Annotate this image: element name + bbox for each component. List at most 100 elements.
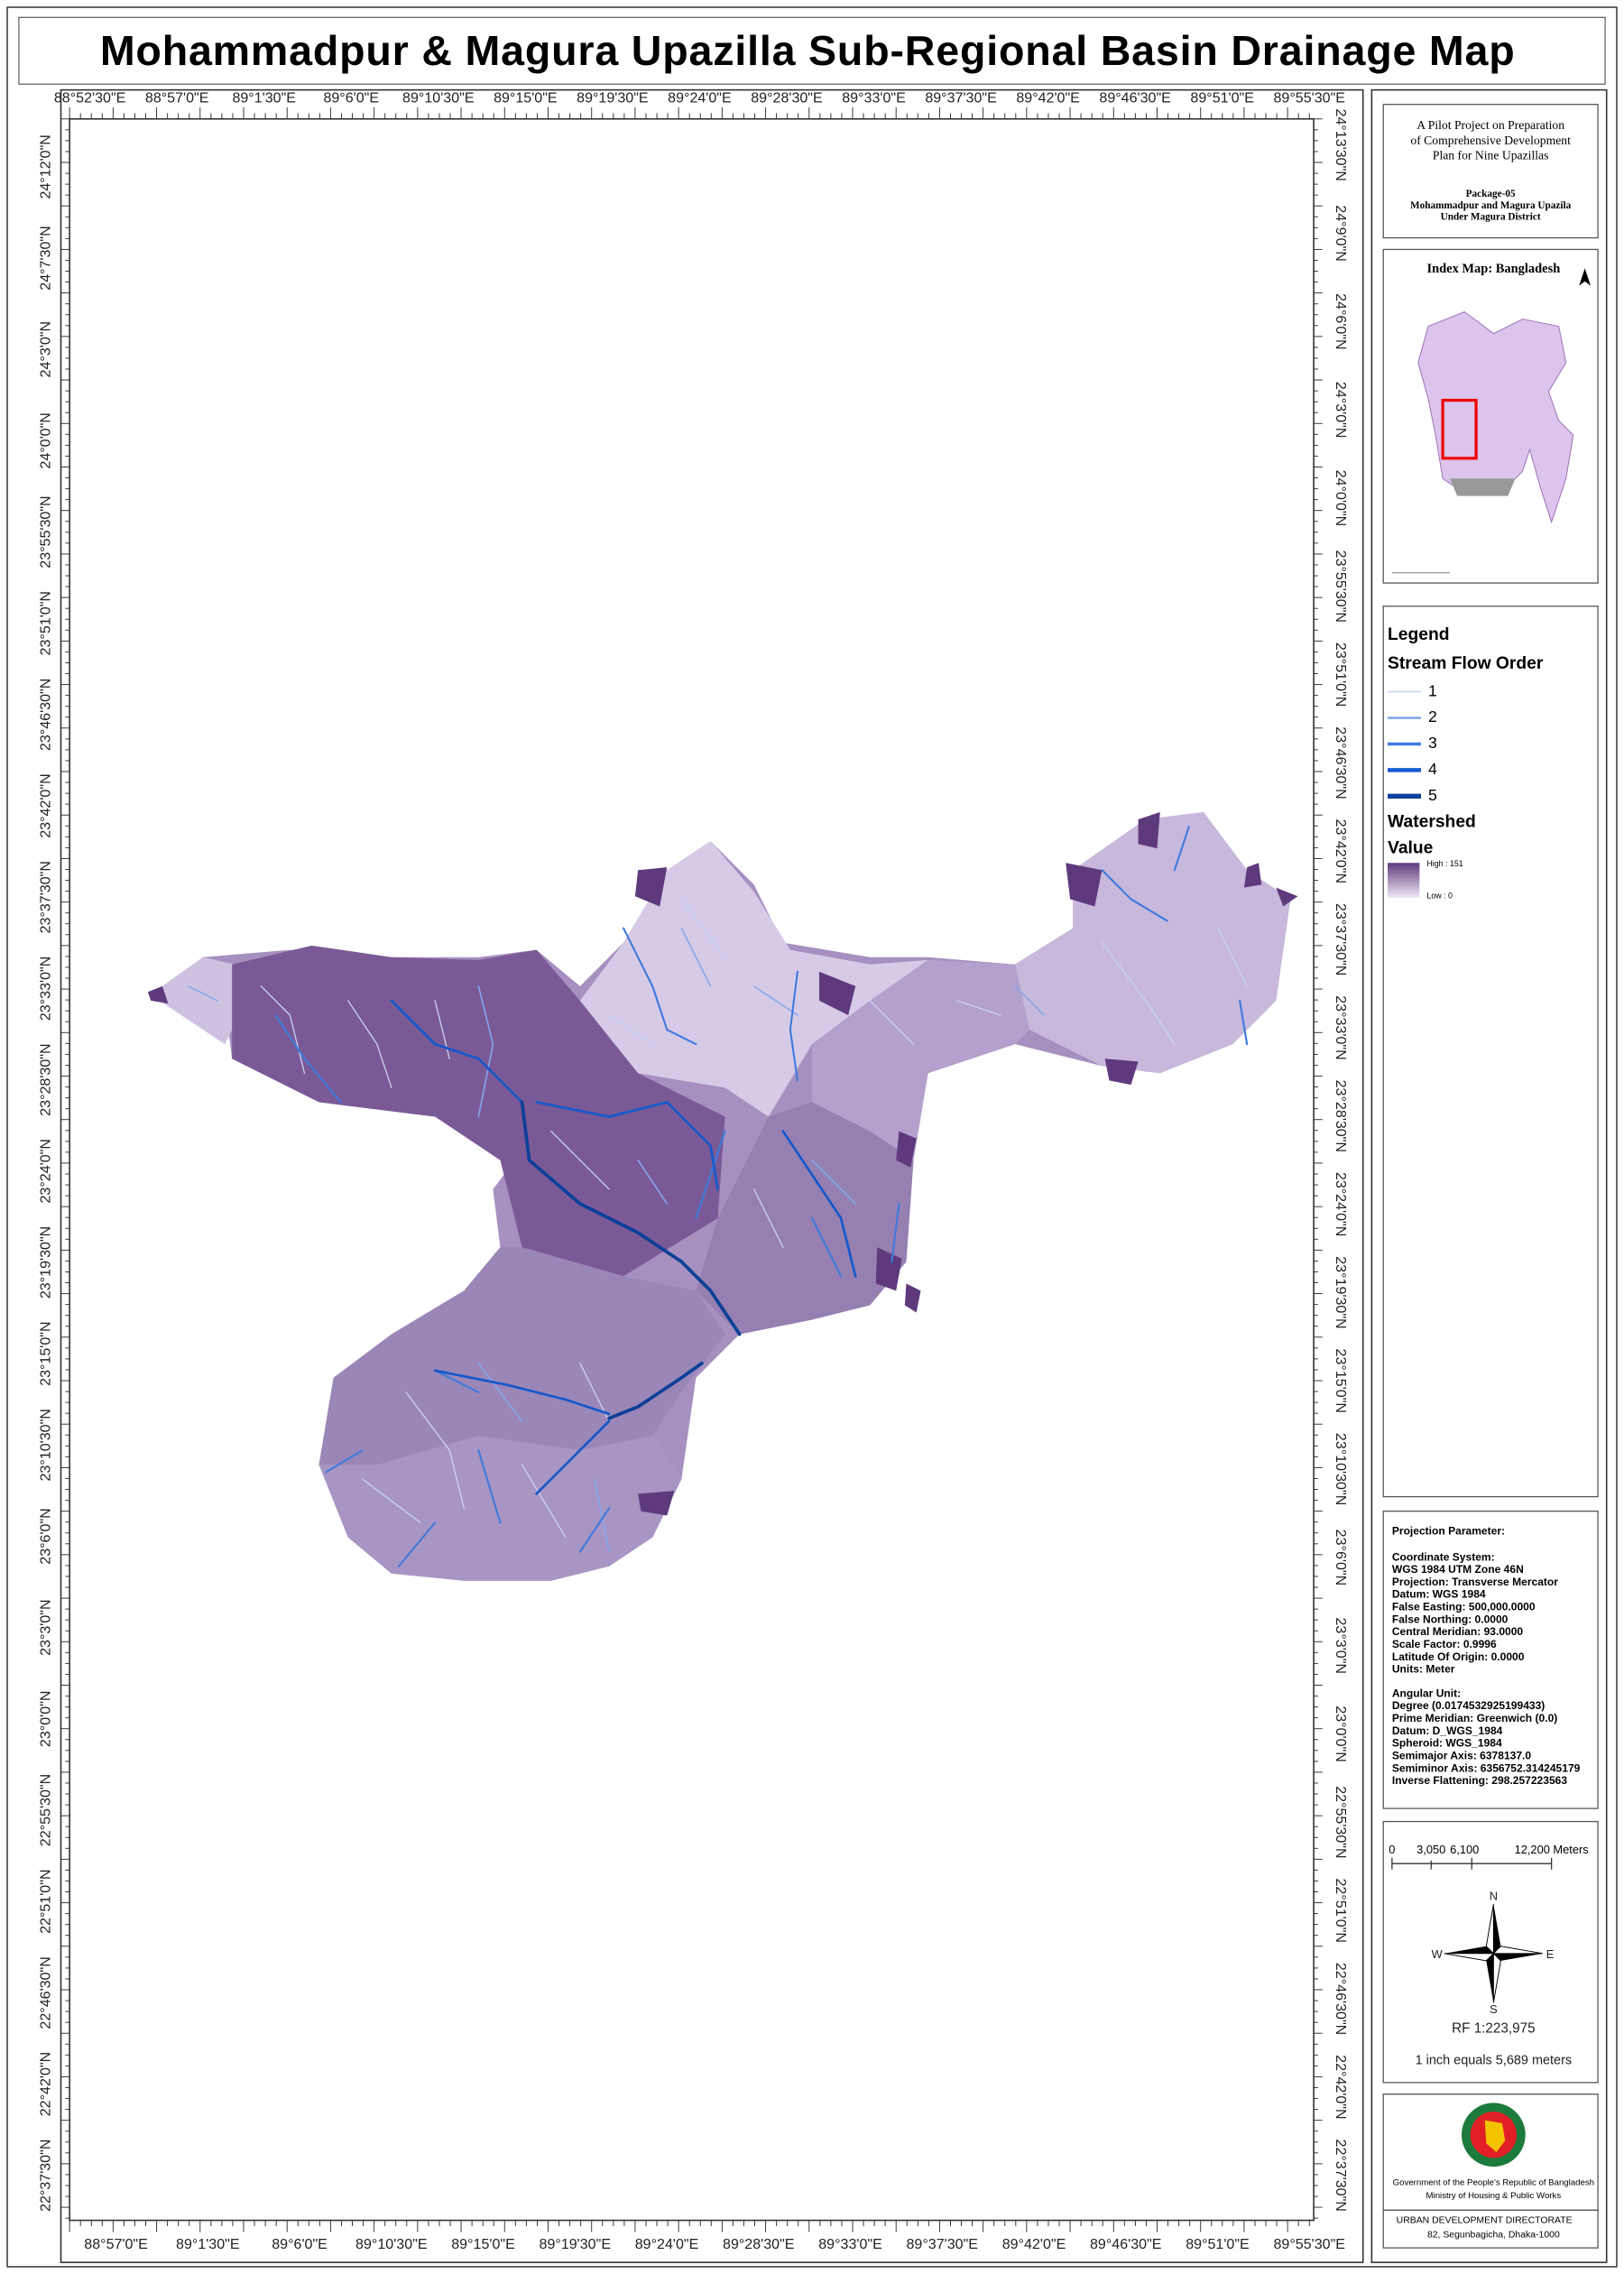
projection-line: Scale Factor: 0.9996	[1392, 1638, 1497, 1650]
inch-text: 1 inch equals 5,689 meters	[1416, 2054, 1573, 2068]
coord-label: 89°1'30"E	[176, 2236, 240, 2252]
coord-label: 23°3'0"N	[1333, 1617, 1349, 1674]
coord-label: 89°33'0"E	[842, 90, 906, 106]
projection-line: Prime Meridian: Greenwich (0.0)	[1392, 1712, 1557, 1724]
projection-line: Semiminor Axis: 6356752.314245179	[1392, 1761, 1581, 1774]
coord-label: 23°28'30"N	[1333, 1080, 1349, 1152]
coord-label: 89°42'0"E	[1016, 90, 1080, 106]
projection-line: Coordinate System:	[1392, 1550, 1495, 1563]
coord-label: 23°24'0"N	[38, 1139, 54, 1203]
projection-line: Central Meridian: 93.0000	[1392, 1625, 1524, 1638]
coord-label: 22°42'0"N	[1333, 2055, 1349, 2119]
coord-label: 23°55'30"N	[1333, 550, 1349, 623]
compass	[1444, 1904, 1544, 2003]
coord-label: 22°55'30"N	[1333, 1786, 1349, 1858]
project-text: A Pilot Project on Preparation of Compreh…	[1410, 118, 1572, 223]
government-logo	[1462, 2103, 1526, 2168]
compass-n: N	[1490, 1890, 1498, 1903]
projection-line: Degree (0.0174532925199433)	[1392, 1699, 1545, 1712]
watershed-area	[318, 1436, 682, 1581]
coord-label: 23°3'0"N	[38, 1599, 54, 1656]
projection-line: False Easting: 500,000.0000	[1392, 1601, 1536, 1613]
project-box	[1382, 104, 1599, 239]
coord-label: 22°46'30"N	[38, 1956, 54, 2029]
coord-label: 23°33'0"N	[38, 957, 54, 1021]
coord-label: 89°10'30"E	[355, 2236, 428, 2252]
scale-label: 0	[1389, 1843, 1395, 1856]
watershed-area	[232, 945, 725, 1277]
projection-line: Units: Meter	[1392, 1663, 1455, 1676]
legend-label: High : 151	[1426, 859, 1463, 868]
coord-label: 24°7'30"N	[38, 226, 54, 290]
coord-label: 23°51'0"N	[1333, 642, 1349, 707]
ministry-text: Ministry of Housing & Public Works	[1426, 2191, 1562, 2201]
bangladesh-map	[1417, 310, 1574, 524]
projection-line: Datum: WGS 1984	[1392, 1588, 1486, 1601]
coord-label: 89°33'0"E	[818, 2236, 882, 2252]
coord-label: 23°0'0"N	[38, 1691, 54, 1748]
coord-label: 89°15'0"E	[494, 90, 558, 106]
coord-label: 24°13'30"N	[1333, 109, 1349, 181]
coord-label: 23°46'30"N	[38, 679, 54, 751]
compass-e: E	[1546, 1947, 1555, 1961]
watershed-area	[318, 1247, 725, 1465]
projection-line: Inverse Flattening: 298.257223563	[1392, 1774, 1567, 1787]
coord-label: 23°55'30"N	[38, 495, 54, 568]
project-line: A Pilot Project on Preparation	[1416, 118, 1564, 132]
legend-subtitle: Value	[1388, 838, 1434, 857]
projection-line: Angular Unit:	[1392, 1687, 1461, 1699]
coord-label: 89°6'0"E	[323, 90, 379, 106]
coord-label: 23°42'0"N	[38, 773, 54, 837]
coord-label: 89°55'30"E	[1273, 90, 1345, 106]
projection-line: Latitude Of Origin: 0.0000	[1392, 1650, 1525, 1663]
project-line: Plan for Nine Upazillas	[1433, 149, 1549, 162]
legend-label: 2	[1428, 707, 1437, 726]
projection-box	[1382, 1511, 1599, 1809]
coord-label: 23°6'0"N	[1333, 1530, 1349, 1586]
coord-label: 89°51'0"E	[1190, 90, 1254, 106]
coord-label: 89°28'30"E	[723, 2236, 795, 2252]
coord-label: 23°19'30"N	[38, 1226, 54, 1299]
projection-text: Projection Parameter: Coordinate System:W…	[1392, 1524, 1581, 1787]
coord-label: 23°10'30"N	[1333, 1433, 1349, 1505]
coord-label: 23°0'0"N	[1333, 1706, 1349, 1762]
watershed	[147, 812, 1298, 1581]
graticule-ruler	[60, 106, 1323, 2232]
compass-w: W	[1432, 1947, 1444, 1961]
index-title: Index Map: Bangladesh	[1426, 262, 1560, 276]
dark-patches	[147, 812, 1298, 1516]
legend-label: 3	[1428, 734, 1437, 752]
legend-title: Legend	[1388, 625, 1450, 644]
coord-label: 23°10'30"N	[38, 1409, 54, 1481]
streams	[188, 826, 1249, 1567]
coord-label: 23°51'0"N	[38, 591, 54, 655]
projection-line: Datum: D_WGS_1984	[1392, 1724, 1503, 1737]
project-line: of Comprehensive Development	[1410, 134, 1571, 147]
scale-label: 12,200 Meters	[1515, 1843, 1589, 1856]
coord-label: 22°37'30"N	[38, 2140, 54, 2212]
coord-label: 89°55'30"E	[1273, 2236, 1345, 2252]
coord-label: 22°37'30"N	[1333, 2140, 1349, 2212]
coord-label: 23°28'30"N	[38, 1043, 54, 1115]
coord-label: 23°46'30"N	[1333, 726, 1349, 799]
directorate-box	[1382, 2209, 1599, 2249]
coord-label: 89°24'0"E	[635, 2236, 699, 2252]
scale-label: 6,100	[1450, 1843, 1479, 1856]
coord-label: 89°10'30"E	[402, 90, 475, 106]
coord-label: 89°37'30"E	[925, 90, 997, 106]
package-line: Under Magura District	[1441, 212, 1541, 223]
coord-label: 24°0'0"N	[1333, 470, 1349, 527]
coord-label: 89°46'30"E	[1090, 2236, 1162, 2252]
coord-label: 23°15'0"N	[38, 1321, 54, 1385]
legend-label: 1	[1428, 681, 1437, 699]
coord-label: 23°37'30"N	[1333, 903, 1349, 975]
coord-label: 89°19'30"E	[577, 90, 649, 106]
projection-heading: Projection Parameter:	[1392, 1524, 1505, 1537]
legend-subtitle: Watershed	[1388, 812, 1476, 831]
coord-label: 23°37'30"N	[38, 861, 54, 933]
projection-line: False Northing: 0.0000	[1392, 1613, 1509, 1625]
coord-label: 88°57'0"E	[145, 90, 209, 106]
coord-label: 89°6'0"E	[272, 2236, 328, 2252]
coord-label: 89°24'0"E	[668, 90, 732, 106]
